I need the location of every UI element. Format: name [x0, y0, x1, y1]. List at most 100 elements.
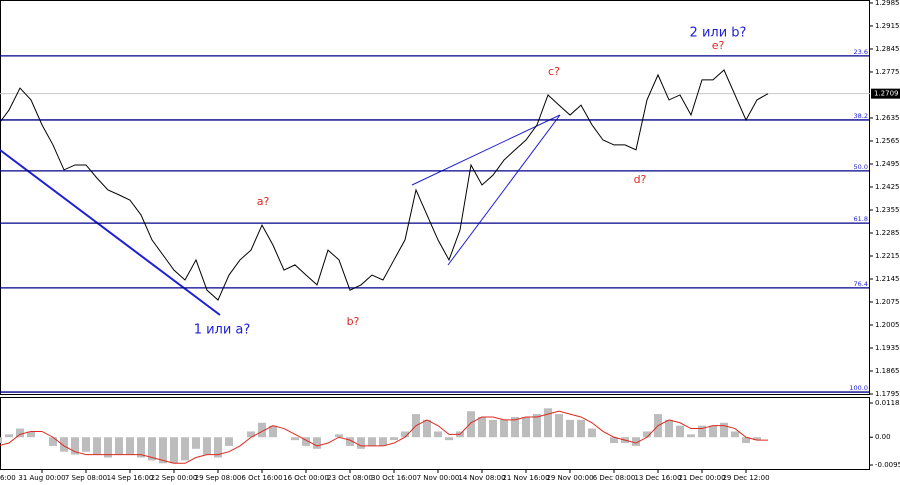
y-tick-label: 1.2075: [875, 298, 900, 306]
histogram-bar: [588, 428, 596, 438]
histogram-bar: [313, 437, 321, 449]
histogram-bar: [544, 408, 552, 438]
histogram-bar: [247, 431, 255, 438]
fib-label: 61.8: [854, 215, 868, 223]
histogram-bar: [214, 437, 222, 458]
histogram-bar: [181, 437, 189, 461]
histogram-bar: [335, 434, 343, 438]
histogram-bar: [346, 437, 354, 446]
histogram-bar: [115, 437, 123, 455]
x-tick-label: 22 Sep 00:00: [151, 474, 198, 482]
histogram-bar: [203, 437, 211, 455]
x-tick-label: 29 Dec 12:00: [722, 474, 769, 482]
histogram-bar: [0, 437, 2, 444]
histogram-bar: [577, 419, 585, 438]
histogram-bar: [269, 425, 277, 438]
histogram-bar: [126, 437, 134, 455]
histogram-bar: [401, 431, 409, 438]
y-tick-label: 1.2285: [875, 229, 900, 237]
y-tick-label: 1.2005: [875, 321, 900, 329]
histogram-bar: [676, 425, 684, 438]
y-tick-label: 1.2775: [875, 68, 900, 76]
x-tick-label: 29 Nov 00:00: [546, 474, 593, 482]
x-tick-label: 14 Sep 16:00: [107, 474, 154, 482]
annotation: c?: [548, 65, 560, 78]
x-tick-label: 6 Oct 16:00: [241, 474, 282, 482]
y-tick-label: 1.2425: [875, 183, 900, 191]
y-tick-label: 1.1795: [875, 390, 900, 398]
histogram-bar: [137, 437, 145, 458]
fib-label: 50.0: [854, 163, 868, 171]
histogram-bar: [731, 431, 739, 438]
annotation: a?: [257, 195, 270, 208]
histogram-bar: [93, 437, 101, 455]
y-tick-label: 1.2845: [875, 45, 900, 53]
trend-line: [447, 114, 561, 266]
y-tick-label: 1.2355: [875, 206, 900, 214]
x-tick-label: 29 Sep 08:00: [195, 474, 242, 482]
current-price-tag: [871, 88, 900, 99]
histogram-bar: [170, 437, 178, 464]
histogram-bar: [104, 437, 112, 458]
histogram-bar: [60, 437, 68, 452]
histogram-bar: [720, 422, 728, 438]
y-tick-label: 1.2565: [875, 137, 900, 145]
histogram-bar: [467, 411, 475, 438]
y-tick-label: 1.2915: [875, 22, 900, 30]
x-tick-label: 30 Oct 16:00: [371, 474, 417, 482]
fib-label: 100.0: [849, 384, 868, 392]
x-tick-label: 7 Nov 00:00: [417, 474, 460, 482]
annotation: b?: [347, 315, 360, 328]
histogram-bar: [71, 437, 79, 455]
x-tick-label: 7 Sep 08:00: [65, 474, 107, 482]
histogram-bar: [423, 419, 431, 438]
y-tick-label: 1.2145: [875, 275, 900, 283]
x-tick-label: 23 Oct 08:00: [327, 474, 373, 482]
histogram-bar: [643, 431, 651, 438]
fib-label: 38.2: [854, 112, 868, 120]
y-tick-label: 1.2985: [875, 0, 900, 7]
y-tick-label: 1.2635: [875, 114, 900, 122]
annotation: 1 или a?: [194, 323, 251, 338]
histogram-bar: [698, 425, 706, 438]
histogram-bar: [566, 419, 574, 438]
x-tick-label: 16 Oct 00:00: [283, 474, 329, 482]
x-tick-label: 6 Dec 08:00: [593, 474, 636, 482]
histogram-bar: [489, 419, 497, 438]
histogram-bar: [368, 437, 376, 446]
histogram-bar: [225, 437, 233, 446]
histogram-bar: [49, 437, 57, 446]
x-tick-label: 13 Dec 16:00: [634, 474, 681, 482]
histogram-bar: [610, 437, 618, 444]
histogram-bar: [16, 428, 24, 438]
y-tick-label: 0.00: [875, 433, 891, 441]
x-tick-label: 21 Nov 16:00: [502, 474, 549, 482]
histogram-bar: [192, 437, 200, 449]
y-tick-label: 0.01183: [875, 399, 900, 407]
histogram-bar: [478, 416, 486, 438]
histogram-bar: [291, 437, 299, 441]
histogram-bar: [82, 437, 90, 452]
fib-label: 76.4: [854, 280, 868, 288]
histogram-bar: [434, 431, 442, 438]
histogram-bar: [687, 434, 695, 438]
histogram-bar: [511, 416, 519, 438]
x-tick-label: 31 Aug 00:00: [18, 474, 65, 482]
histogram-bar: [522, 416, 530, 438]
histogram-bar: [379, 437, 387, 446]
histogram-bar: [159, 437, 167, 464]
histogram-bar: [27, 431, 35, 438]
histogram-bar: [665, 419, 673, 438]
annotation: 2 или b?: [690, 26, 747, 41]
price-panel: [0, 0, 870, 395]
histogram-bar: [302, 437, 310, 446]
annotation: e?: [712, 39, 725, 52]
signal-line: [0, 410, 768, 464]
histogram-bar: [357, 437, 365, 449]
current-price-label: 1.2709: [874, 90, 899, 98]
histogram-bar: [500, 419, 508, 438]
y-tick-label: 1.2495: [875, 160, 900, 168]
histogram-bar: [753, 437, 761, 441]
x-tick-label: 14 Nov 08:00: [458, 474, 505, 482]
